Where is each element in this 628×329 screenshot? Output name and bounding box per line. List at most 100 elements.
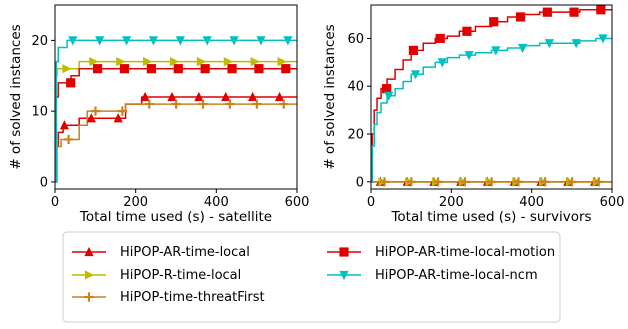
series-2-marker: [279, 99, 289, 109]
legend-label: HiPOP-AR-time-local-ncm: [375, 268, 538, 283]
legend-marker: [339, 247, 349, 257]
legend-label: HiPOP-AR-time-local: [120, 245, 250, 260]
series-0-marker: [274, 91, 285, 102]
series-0-marker: [167, 91, 177, 102]
series-4-marker: [598, 34, 608, 44]
y-tick-label: 0: [40, 175, 48, 190]
series-2-marker: [90, 106, 101, 116]
x-tick-label: 600: [285, 195, 310, 210]
series-4-marker: [571, 39, 581, 49]
series-2-marker: [433, 177, 443, 187]
series-4-marker: [68, 36, 78, 46]
series-2-marker: [171, 99, 181, 109]
legend: HiPOP-AR-time-local HiPOP-AR-time-local-m…: [62, 231, 561, 323]
series-1-marker: [223, 57, 233, 67]
series-group: [55, 36, 297, 183]
series-1-marker: [89, 57, 99, 67]
series-3-marker: [542, 7, 552, 17]
series-3-marker: [173, 64, 183, 74]
y-tick-label: 20: [31, 34, 48, 49]
series-3-marker: [462, 26, 472, 36]
legend-label: HiPOP-R-time-local: [120, 268, 241, 283]
legend-frame: [62, 231, 561, 323]
series-3-marker: [254, 64, 264, 74]
series-4-marker: [229, 36, 239, 46]
series-0-marker: [248, 91, 258, 102]
x-tick-label: 200: [123, 195, 148, 210]
series-1-marker: [169, 57, 180, 67]
series-3-marker: [408, 45, 419, 56]
legend-label: HiPOP-time-threatFirst: [120, 290, 265, 305]
series-2-marker: [513, 177, 524, 187]
series-0-marker: [86, 113, 96, 123]
series-0-marker: [194, 91, 204, 102]
series-0-marker: [221, 91, 231, 102]
series-4-marker: [410, 70, 421, 80]
series-3-marker: [200, 64, 210, 74]
series-1-marker: [62, 64, 72, 74]
legend-marker: [84, 270, 95, 280]
legend-marker: [339, 270, 349, 281]
series-4-marker: [544, 39, 554, 49]
series-2-marker: [540, 177, 550, 187]
series-4-marker: [491, 46, 501, 56]
series-2-marker: [144, 99, 154, 109]
series-3-marker: [146, 64, 156, 74]
y-axis-label: # of solved instances: [322, 24, 338, 169]
chart-survivors: 0 200 400 600 0 20 40 60 Total time used (s) - s…: [322, 4, 625, 225]
series-line-3: [55, 67, 297, 183]
legend-marker: [84, 246, 94, 257]
series-4-marker: [437, 58, 447, 68]
series-2-marker: [117, 106, 127, 116]
legend-marker: [84, 292, 94, 302]
series-2-marker: [379, 177, 390, 187]
chart-satellite: 0 200 400 600 0 10 20 Total time used (s) - sat…: [8, 4, 310, 225]
y-tick-label: 60: [347, 32, 364, 47]
series-3-marker: [489, 17, 499, 27]
series-4-marker: [95, 36, 105, 46]
axes-frame: [54, 4, 298, 190]
series-3-marker: [596, 5, 606, 15]
series-1-marker: [116, 57, 126, 67]
series-2-marker: [594, 177, 604, 187]
legend-label: HiPOP-AR-time-local-motion: [375, 245, 555, 260]
series-2-marker: [64, 134, 74, 145]
series-4-marker: [283, 36, 293, 46]
x-tick-label: 600: [600, 195, 625, 210]
series-3-marker: [227, 64, 237, 74]
series-0-marker: [59, 120, 70, 130]
series-0-marker: [140, 91, 150, 102]
series-line-0: [55, 96, 297, 183]
x-tick-label: 0: [51, 195, 59, 210]
x-tick-label: 400: [519, 195, 544, 210]
series-3-marker: [569, 7, 579, 17]
x-tick-label: 400: [204, 195, 229, 210]
y-tick-label: 40: [347, 80, 364, 95]
series-line-2: [55, 103, 297, 183]
series-4-marker: [384, 91, 394, 101]
series-4-marker: [464, 51, 474, 61]
series-1-marker: [277, 57, 287, 67]
series-4-marker: [202, 36, 212, 46]
series-0-marker: [113, 113, 123, 123]
series-line-3: [371, 9, 612, 183]
x-tick-label: 0: [367, 195, 375, 210]
series-3-marker: [66, 78, 76, 88]
series-1-marker: [143, 57, 153, 67]
series-line-4: [371, 37, 612, 183]
series-1-marker: [196, 57, 207, 67]
y-tick-label: 20: [347, 128, 364, 143]
x-tick-label: 200: [439, 195, 464, 210]
series-3-marker: [515, 12, 526, 22]
series-2-marker: [567, 177, 577, 187]
y-tick-label: 0: [356, 175, 364, 190]
series-4-marker: [256, 36, 266, 46]
series-3-marker: [435, 33, 445, 44]
series-2-marker: [460, 177, 470, 187]
y-axis-label: # of solved instances: [8, 24, 24, 169]
series-3-marker: [119, 64, 130, 74]
x-axis-label: Total time used (s) - survivors: [390, 209, 591, 225]
series-2-marker: [252, 99, 262, 109]
series-4-marker: [148, 36, 159, 46]
series-4-marker: [121, 36, 132, 46]
